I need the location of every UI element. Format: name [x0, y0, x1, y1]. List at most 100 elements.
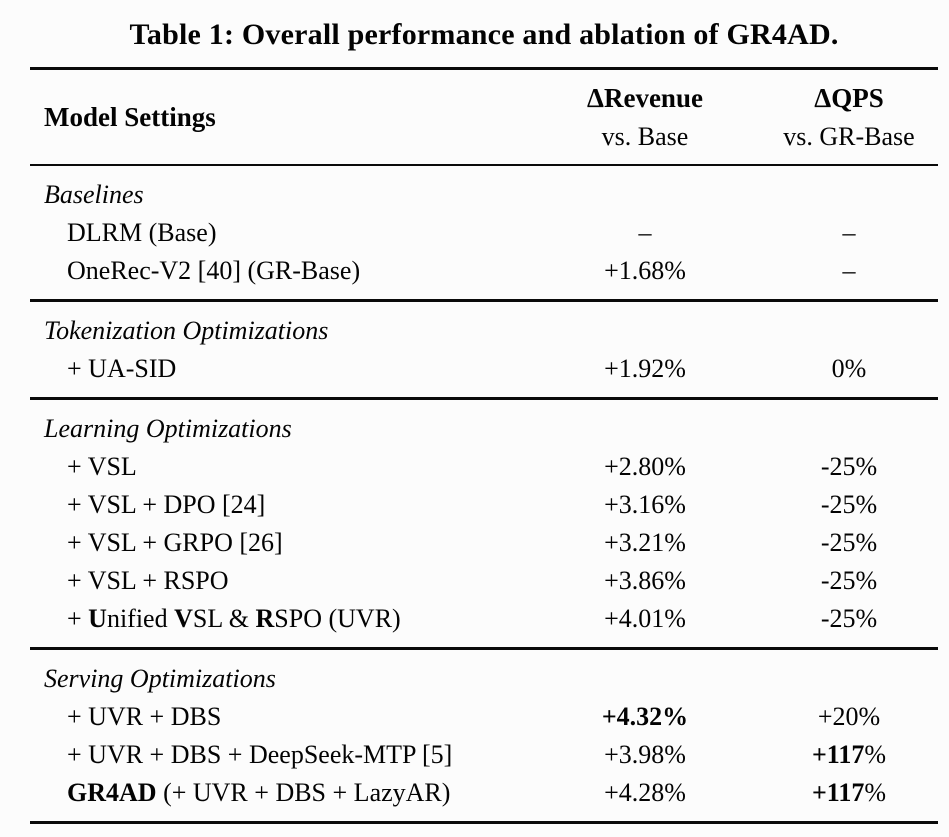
- text-segment: V: [174, 604, 193, 633]
- text-segment: +3.86%: [604, 566, 686, 595]
- qps-cell: +117%: [760, 778, 938, 808]
- revenue-cell: +3.98%: [530, 740, 760, 770]
- text-segment: R: [255, 604, 275, 633]
- qps-cell: -25%: [760, 566, 938, 596]
- text-segment: -25%: [820, 452, 878, 481]
- text-segment: +3.16%: [604, 490, 686, 519]
- revenue-cell: +3.21%: [530, 528, 760, 558]
- qps-cell: -25%: [760, 452, 938, 482]
- text-segment: nified: [106, 604, 175, 633]
- table-row: + UVR + DBS +4.32% +20%: [30, 698, 938, 736]
- table-row: OneRec-V2 [40] (GR-Base) +1.68% –: [30, 252, 938, 290]
- model-setting-cell: + UA-SID: [30, 354, 530, 384]
- column-header-model-settings: Model Settings: [44, 101, 216, 132]
- table-section: Serving Optimizations + UVR + DBS +4.32% +2…: [30, 650, 938, 821]
- text-segment: +4.01%: [604, 604, 686, 633]
- text-segment: -25%: [820, 604, 878, 633]
- table-row: + VSL + RSPO +3.86% -25%: [30, 562, 938, 600]
- text-segment: -25%: [820, 566, 878, 595]
- top-rule: [30, 67, 938, 70]
- text-segment: %: [864, 740, 887, 769]
- text-segment: SPO (UVR): [274, 604, 401, 633]
- model-setting-cell: + UVR + DBS + DeepSeek-MTP [5]: [30, 740, 530, 770]
- qps-cell: 0%: [760, 354, 938, 384]
- revenue-cell: +2.80%: [530, 452, 760, 482]
- text-segment: + VSL + RSPO: [67, 566, 229, 595]
- text-segment: +1.92%: [604, 354, 686, 383]
- qps-cell: –: [760, 256, 938, 286]
- text-segment: + VSL + DPO [24]: [67, 490, 266, 519]
- text-segment: + VSL + GRPO [26]: [67, 528, 283, 557]
- text-segment: OneRec-V2 [40] (GR-Base): [67, 256, 361, 285]
- model-setting-cell: + VSL: [30, 452, 530, 482]
- table-body: Baselines DLRM (Base) – – OneRec-V2 [40] (GR…: [30, 166, 938, 824]
- model-setting-cell: GR4AD (+ UVR + DBS + LazyAR): [30, 778, 530, 808]
- model-setting-cell: OneRec-V2 [40] (GR-Base): [30, 256, 530, 286]
- text-segment: –: [842, 256, 856, 285]
- qps-cell: +117%: [760, 740, 938, 770]
- text-segment: –: [638, 218, 652, 247]
- text-segment: +117: [811, 778, 865, 807]
- revenue-cell: +4.28%: [530, 778, 760, 808]
- column-header-revenue-title: ΔRevenue: [587, 82, 703, 113]
- section-header: Learning Optimizations: [44, 414, 292, 443]
- text-segment: +2.80%: [604, 452, 686, 481]
- text-segment: +: [67, 604, 89, 633]
- text-segment: GR4AD: [67, 778, 157, 807]
- text-segment: –: [842, 218, 856, 247]
- text-segment: -25%: [820, 528, 878, 557]
- model-setting-cell: + UVR + DBS: [30, 702, 530, 732]
- table-row: DLRM (Base) – –: [30, 214, 938, 252]
- text-segment: +3.21%: [604, 528, 686, 557]
- model-setting-cell: DLRM (Base): [30, 218, 530, 248]
- qps-cell: -25%: [760, 604, 938, 634]
- model-setting-cell: + VSL + GRPO [26]: [30, 528, 530, 558]
- column-header-qps-title: ΔQPS: [814, 82, 884, 113]
- text-segment: SL &: [192, 604, 256, 633]
- table-header-row: Model Settings ΔRevenue vs. Base ΔQPS vs…: [30, 70, 938, 164]
- qps-cell: –: [760, 218, 938, 248]
- revenue-cell: +3.16%: [530, 490, 760, 520]
- text-segment: + UA-SID: [67, 354, 177, 383]
- text-segment: +4.28%: [604, 778, 686, 807]
- revenue-cell: +3.86%: [530, 566, 760, 596]
- table-row: + UVR + DBS + DeepSeek-MTP [5] +3.98% +117…: [30, 736, 938, 774]
- text-segment: +20%: [817, 702, 881, 731]
- text-segment: +1.68%: [604, 256, 686, 285]
- table-row: + VSL +2.80% -25%: [30, 448, 938, 486]
- section-header: Serving Optimizations: [44, 664, 276, 693]
- qps-cell: -25%: [760, 490, 938, 520]
- column-header-revenue-subtitle: vs. Base: [601, 121, 689, 151]
- text-segment: 0%: [831, 354, 867, 383]
- column-header-qps-subtitle: vs. GR-Base: [783, 121, 915, 151]
- section-rule: [30, 647, 938, 650]
- table-row: + Unified VSL & RSPO (UVR) +4.01% -25%: [30, 600, 938, 638]
- table-row: + VSL + DPO [24] +3.16% -25%: [30, 486, 938, 524]
- revenue-cell: +4.32%: [530, 702, 760, 732]
- column-header-revenue: ΔRevenue vs. Base: [530, 79, 760, 156]
- revenue-cell: +1.92%: [530, 354, 760, 384]
- model-setting-cell: + VSL + DPO [24]: [30, 490, 530, 520]
- section-rule: [30, 299, 938, 302]
- section-rule: [30, 397, 938, 400]
- revenue-cell: +4.01%: [530, 604, 760, 634]
- text-segment: +3.98%: [604, 740, 686, 769]
- text-segment: -25%: [820, 490, 878, 519]
- model-setting-cell: + Unified VSL & RSPO (UVR): [30, 604, 530, 634]
- qps-cell: -25%: [760, 528, 938, 558]
- text-segment: + UVR + DBS: [67, 702, 222, 731]
- ablation-table: Model Settings ΔRevenue vs. Base ΔQPS vs…: [30, 67, 938, 824]
- text-segment: %: [864, 778, 887, 807]
- text-segment: U: [88, 604, 107, 633]
- table-row: GR4AD (+ UVR + DBS + LazyAR) +4.28% +117%: [30, 774, 938, 812]
- table-section: Baselines DLRM (Base) – – OneRec-V2 [40] (GR…: [30, 166, 938, 299]
- revenue-cell: +1.68%: [530, 256, 760, 286]
- table-row: + VSL + GRPO [26] +3.21% -25%: [30, 524, 938, 562]
- table-section: Tokenization Optimizations + UA-SID +1.92%…: [30, 302, 938, 397]
- table-section: Learning Optimizations + VSL +2.80% -25% + V…: [30, 400, 938, 647]
- qps-cell: +20%: [760, 702, 938, 732]
- column-header-qps: ΔQPS vs. GR-Base: [760, 79, 938, 156]
- bottom-rule: [30, 821, 938, 824]
- section-header: Baselines: [44, 180, 144, 209]
